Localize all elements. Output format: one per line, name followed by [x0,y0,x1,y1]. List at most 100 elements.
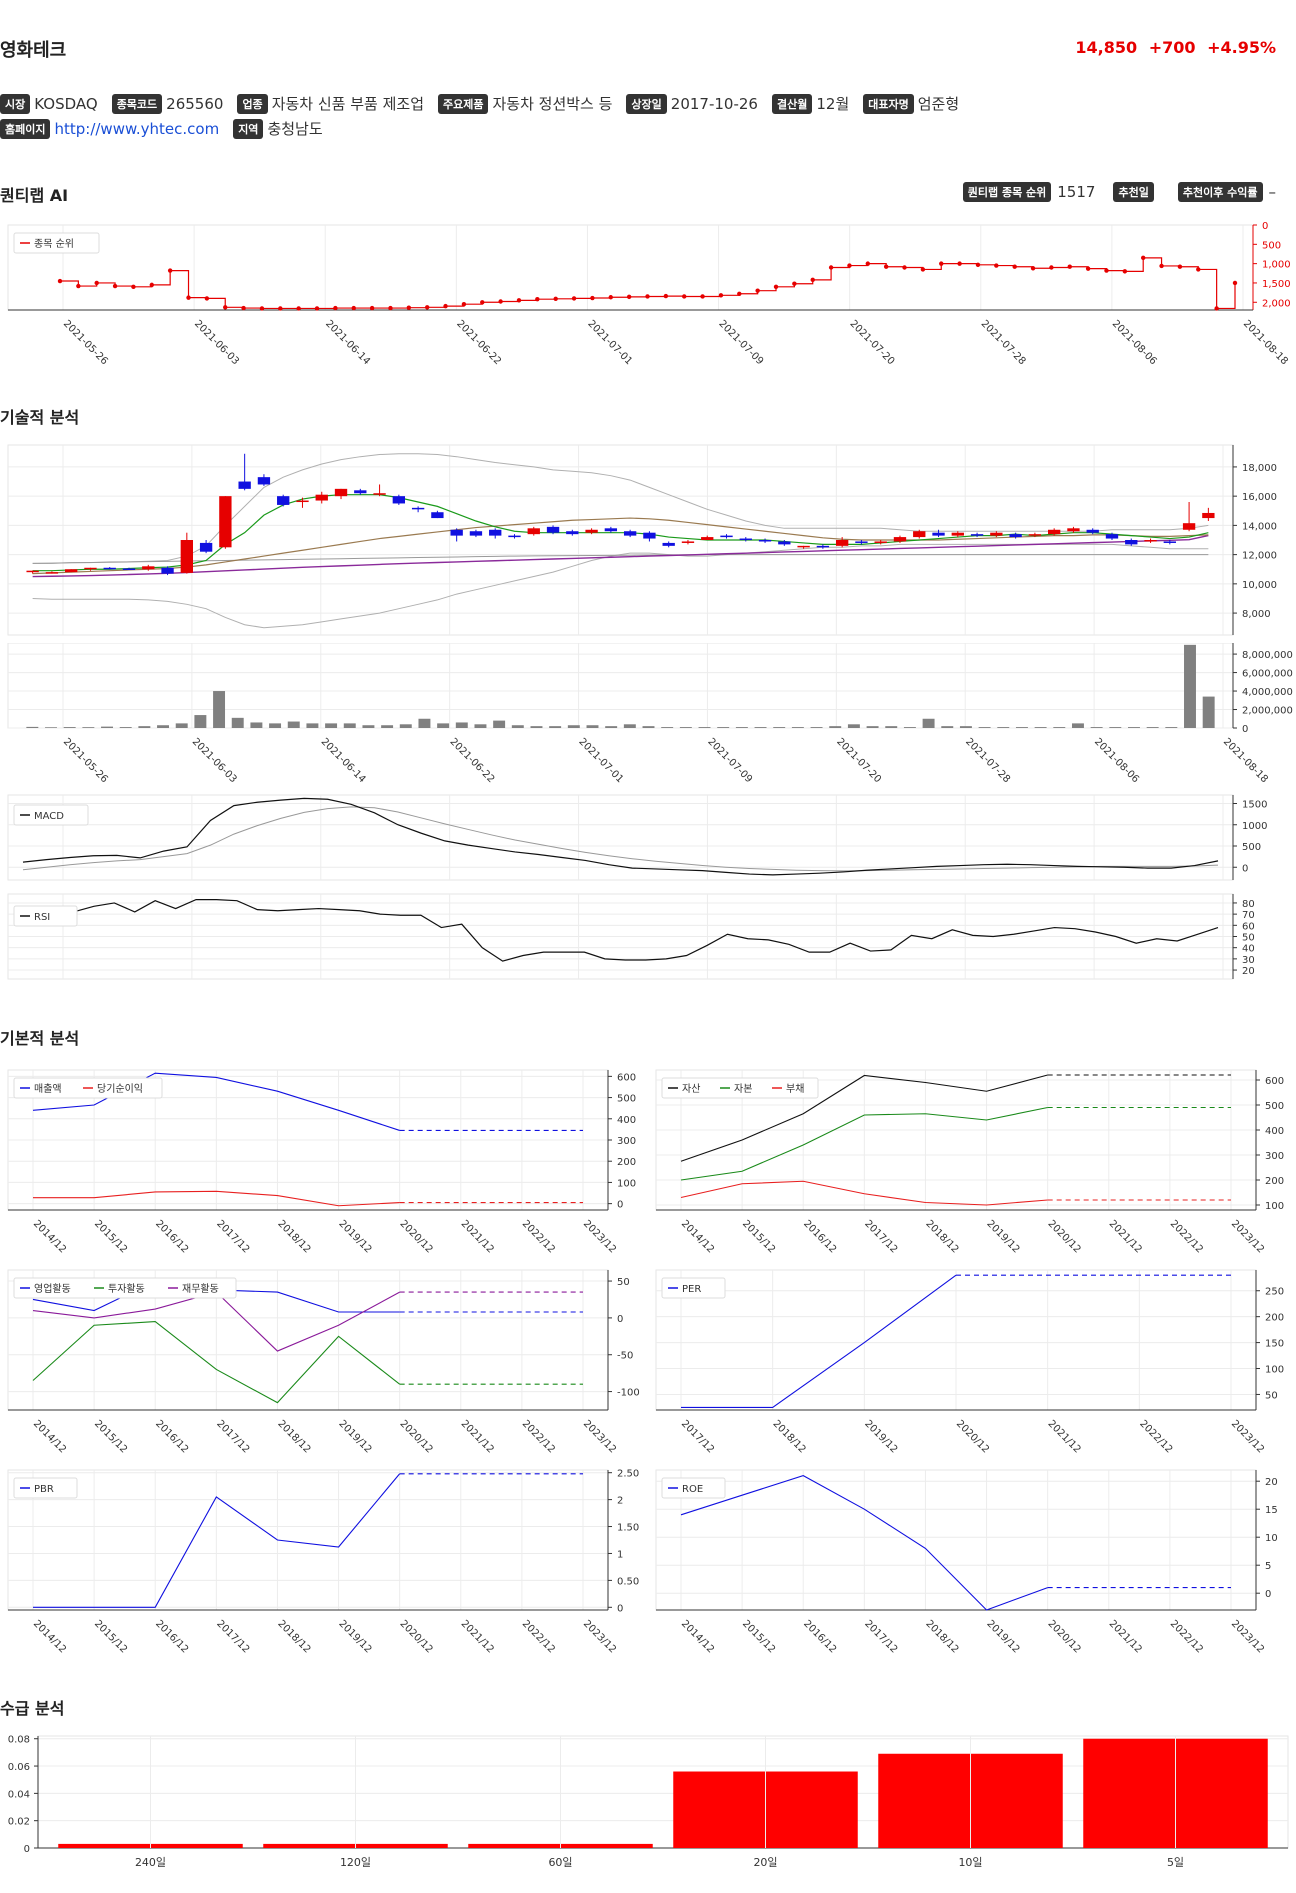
rank-point [1122,269,1128,274]
price-candle-body [835,540,849,546]
volume-bar [101,726,113,728]
supply-x-tick-label: 240일 [135,1855,166,1869]
price-candle-body [1067,528,1080,532]
rank-point [571,296,577,301]
price-candle-body [739,538,752,541]
volume-bar [567,725,580,728]
volume-bar [1053,727,1066,728]
volume-x-tick-label: 2021-06-14 [319,736,368,785]
fiscal-value: 12월 [816,95,850,113]
rank-x-tick-label: 2021-08-06 [1110,318,1159,365]
price-candle-body [142,566,155,570]
info-row-1: 시장 KOSDAQ 종목코드 265560 업종 자동차 신품 부품 제조업 주… [0,93,973,114]
price-candle-body [1182,523,1196,530]
cashflow-x-tick-label: 2015/12 [92,1418,129,1455]
income-series-line [33,1190,400,1207]
price-candle-body [161,567,174,574]
roe-plot-area [655,1469,1257,1611]
rank-point [1067,264,1072,269]
cashflow-legend-box [13,1277,237,1299]
volume-bar [586,725,599,728]
cashflow-legend-label: 재무활동 [182,1282,219,1295]
pbr-legend-label: PBR [34,1484,54,1495]
cashflow-x-tick-label: 2020/12 [398,1418,435,1455]
income-y-tick-label: 200 [617,1157,636,1168]
cashflow-y-tick-label: -100 [617,1388,640,1399]
balance-y-tick-label: 600 [1265,1076,1284,1087]
price-candle-body [1125,540,1138,545]
rank-point [663,293,669,299]
cashflow-x-tick-label: 2022/12 [520,1418,557,1455]
volume-bar [119,727,132,728]
rank-y-tick-label: 500 [1262,240,1281,251]
price-candle-body [122,568,136,570]
cashflow-x-tick-label: 2021/12 [459,1418,496,1455]
price-ma20 [32,517,1209,575]
volume-bar [474,724,487,728]
price-candle-body [1086,529,1099,533]
volume-bar [343,723,356,728]
rank-point [1232,280,1238,286]
volume-bar [959,726,972,728]
pbr-x-tick-label: 2016/12 [153,1618,190,1655]
rank-legend-box [13,232,100,254]
pbr-plot-area [7,1469,609,1611]
pbr-x-tick-label: 2015/12 [92,1618,129,1655]
balance-legend-label: 자산 [682,1083,700,1095]
industry-tag: 업종 [237,93,268,114]
homepage-link[interactable]: http://www.yhtec.com [54,119,220,138]
rank-x-tick-label: 2021-08-18 [1241,318,1290,365]
company-name: 영화테크 [0,40,67,61]
roe-legend-label: ROE [682,1484,703,1495]
volume-bar [735,727,748,728]
rank-point [1085,266,1091,271]
volume-bar [82,727,95,728]
pbr-x-tick-label: 2023/12 [581,1618,618,1655]
rank-value: 1517 [1057,183,1096,201]
rank-point [590,295,595,301]
rank-point [994,263,999,268]
balance-x-tick-label: 2023/12 [1229,1218,1266,1255]
balance-series-line [680,1180,1048,1206]
rank-point [131,284,136,290]
income-x-tick-label: 2019/12 [336,1218,373,1255]
income-x-tick-label: 2023/12 [581,1218,618,1255]
per-x-tick-label: 2019/12 [862,1418,899,1455]
price-y-tick-label: 10,000 [1242,580,1277,591]
roe-x-tick-label: 2016/12 [801,1618,838,1655]
price-candle-body [893,537,907,542]
price-candle-body [489,529,502,536]
volume-y-tick-label: 4,000,000 [1242,687,1293,698]
pbr-series-line [33,1473,401,1608]
price-candle-body [1028,534,1042,536]
pbr-x-tick-label: 2019/12 [336,1618,373,1655]
homepage-tag: 홈페이지 [0,118,51,139]
volume-bar [978,727,991,728]
price-candle-body [604,528,618,532]
volume-bar [605,726,618,728]
rsi-legend-label: RSI [34,912,50,923]
rank-point [718,293,724,298]
volume-x-tick-label: 2021-08-06 [1092,736,1141,785]
per-x-tick-label: 2021/12 [1046,1418,1083,1455]
rank-point [1104,268,1109,273]
price-candle-body [951,532,964,536]
price-candle-body [469,531,483,536]
rank-legend-label: 종목 순위 [34,237,74,250]
code-tag: 종목코드 [111,93,163,114]
volume-bar [213,691,226,728]
volume-bar [455,722,468,728]
rank-point [957,261,962,266]
supply-x-tick-label: 120일 [340,1855,371,1869]
per-x-tick-label: 2023/12 [1229,1418,1266,1455]
rsi-line [52,898,1219,962]
cashflow-x-tick-label: 2014/12 [31,1418,68,1455]
macd-legend-box [13,804,89,826]
price-candle-body [970,534,984,536]
volume-bar [1071,723,1084,728]
rank-point [755,288,760,293]
per-y-tick-label: 100 [1265,1365,1284,1376]
rank-point [1196,267,1201,272]
pbr-y-tick-label: 1 [617,1549,623,1560]
price-candle-body [758,540,772,542]
